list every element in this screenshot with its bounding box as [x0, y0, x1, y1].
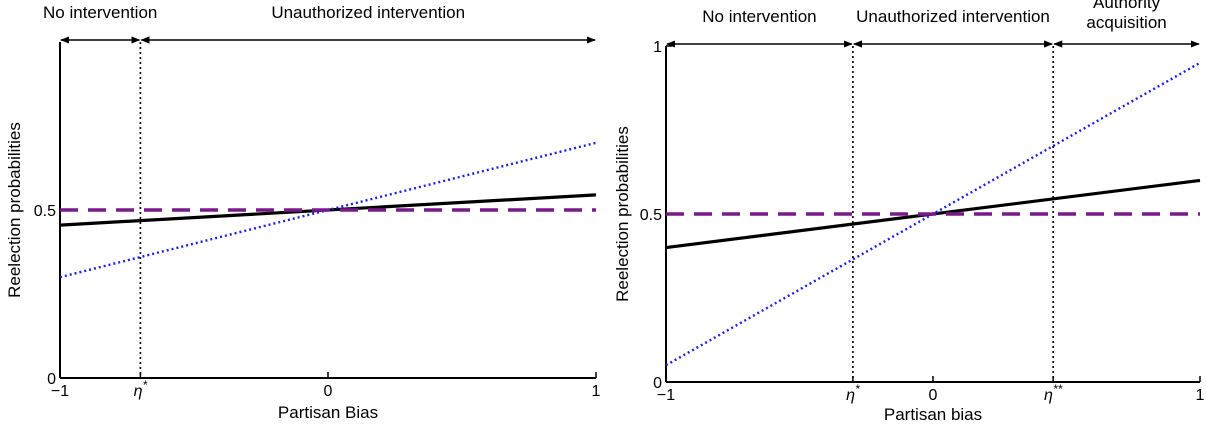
right-chart: 0 0.5 1 −1 η* 0 η** 1 No intervention Unauthorize…	[613, 0, 1205, 424]
eta-tick-label: η*	[846, 382, 860, 404]
region-label: Authority	[1093, 0, 1161, 12]
x-tick-label: 1	[592, 383, 601, 400]
region-label: Unauthorized intervention	[856, 7, 1050, 26]
y-tick-label: 0	[653, 375, 662, 392]
y-tick-label: 1	[653, 39, 662, 56]
region-label: acquisition	[1086, 13, 1166, 32]
y-tick-label: 0.5	[640, 207, 662, 224]
x-tick-label: −1	[657, 387, 675, 404]
eta-tick-label: η*	[134, 378, 148, 400]
y-axis-label: Reelection probabilities	[5, 122, 24, 298]
region-label: No intervention	[43, 3, 157, 22]
x-axis-label: Partisan bias	[884, 405, 982, 424]
left-chart: 0 0.5 −1 η* 0 1 No intervention Unauthorized in…	[5, 3, 601, 422]
y-axis-label: Reelection probabilities	[613, 126, 632, 302]
region-label: Unauthorized intervention	[271, 3, 465, 22]
y-tick-label: 0	[47, 371, 56, 388]
x-tick-label: 0	[929, 387, 938, 404]
y-tick-label: 0.5	[34, 203, 56, 220]
x-axis-label: Partisan Bias	[278, 403, 378, 422]
x-tick-label: 1	[1196, 387, 1205, 404]
eta-tick-label: η**	[1044, 382, 1063, 404]
region-label: No intervention	[702, 7, 816, 26]
x-tick-label: −1	[51, 383, 69, 400]
x-tick-label: 0	[324, 383, 333, 400]
